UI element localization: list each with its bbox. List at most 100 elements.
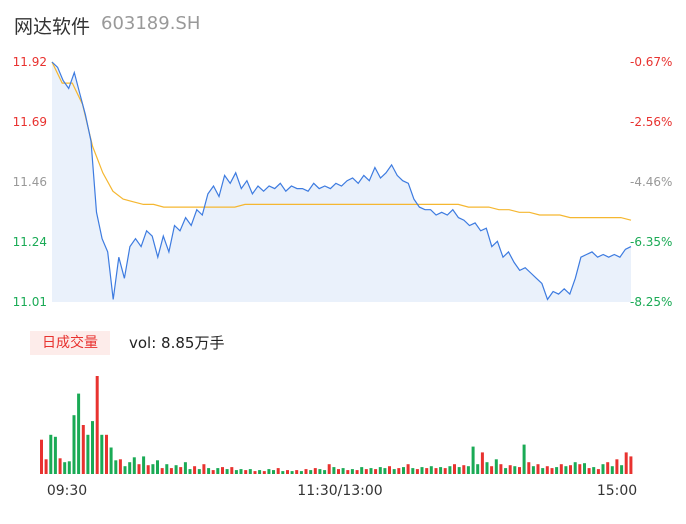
y-tick-left: 11.24 (13, 235, 47, 249)
volume-bar (151, 464, 155, 474)
volume-bar (392, 469, 396, 474)
volume-bar (499, 464, 503, 474)
volume-bar (183, 462, 187, 474)
volume-bar (476, 464, 480, 474)
time-axis-ticks: 09:30 11:30/13:00 15:00 (47, 483, 637, 499)
volume-bar (267, 469, 271, 474)
volume-bar (346, 470, 350, 474)
volume-bar (230, 467, 234, 474)
volume-bar (211, 470, 215, 474)
volume-bar (77, 393, 81, 474)
volume-bar (545, 466, 549, 474)
y-tick-left: 11.92 (13, 55, 47, 69)
volume-bar (466, 466, 470, 474)
volume-bar (63, 462, 67, 474)
left-axis-ticks: 11.92 11.69 11.46 11.24 11.01 (13, 55, 47, 309)
volume-bar (91, 421, 94, 474)
volume-bar (522, 444, 526, 474)
volume-bar (624, 452, 628, 474)
volume-bar (156, 460, 159, 474)
volume-bar (174, 465, 178, 474)
volume-bar (109, 447, 113, 474)
volume-bar (244, 470, 248, 474)
volume-bar (448, 466, 452, 474)
volume-bar (299, 471, 303, 474)
stock-name: 网达软件 (14, 16, 91, 38)
volume-bar (58, 458, 62, 474)
price-area (52, 62, 631, 302)
y-tick-right: -8.25% (630, 295, 672, 309)
volume-bar (411, 468, 415, 474)
volume-bar (527, 462, 531, 474)
volume-bar (383, 468, 387, 474)
volume-bar (378, 467, 382, 474)
volume-bar (327, 464, 331, 474)
volume-bar (207, 468, 211, 474)
volume-bar (578, 464, 582, 474)
volume-bar (350, 469, 354, 474)
volume-bar (272, 470, 275, 474)
volume-bar (462, 465, 466, 474)
volume-bar (81, 425, 85, 474)
y-tick-left: 11.01 (13, 295, 47, 309)
volume-bar (439, 467, 443, 474)
y-tick-left: 11.46 (13, 175, 47, 189)
x-tick: 11:30/13:00 (297, 483, 382, 499)
volume-bar (40, 439, 43, 474)
volume-bar (165, 464, 169, 474)
volume-bar (262, 471, 266, 474)
volume-bar (457, 467, 461, 474)
volume-bar (128, 462, 132, 474)
volume-bar (286, 470, 289, 474)
volume-bar (415, 469, 419, 474)
x-tick: 15:00 (597, 483, 637, 499)
volume-bar (596, 469, 600, 474)
volume-bar (137, 464, 141, 474)
volume-bar (434, 468, 438, 474)
volume-bar (253, 471, 257, 474)
volume-bar (504, 468, 508, 474)
volume-bar (313, 468, 317, 474)
volume-bar (304, 469, 308, 474)
volume-bar (536, 464, 540, 474)
volume-bar (587, 468, 591, 474)
volume-bar (369, 468, 373, 474)
volume-bar (364, 469, 368, 474)
right-axis-ticks: -0.67% -2.56% -4.46% -6.35% -8.25% (630, 55, 672, 309)
volume-bar (559, 464, 563, 474)
volume-bar (443, 468, 447, 474)
volume-bar (425, 468, 429, 474)
volume-bar (95, 376, 99, 474)
volume-value: vol: 8.85万手 (129, 334, 225, 352)
volume-bar (239, 469, 243, 474)
volume-bar (197, 469, 201, 474)
volume-bar (44, 459, 48, 474)
volume-bar (234, 470, 238, 474)
volume-bar (480, 452, 484, 474)
volume-tag: 日成交量 (30, 331, 110, 355)
volume-bar (606, 462, 610, 474)
volume-bar (610, 466, 614, 474)
volume-bar (569, 465, 572, 474)
volume-bar (202, 464, 206, 474)
volume-bar (406, 464, 410, 474)
volume-bar (100, 434, 104, 474)
volume-bar (193, 466, 197, 474)
volume-bars (40, 376, 633, 474)
volume-bar (541, 468, 545, 474)
volume-bar (341, 468, 345, 474)
volume-bar (583, 463, 586, 474)
volume-bar (216, 468, 220, 474)
volume-bar (397, 468, 401, 474)
volume-bar (513, 466, 517, 474)
price-line (51, 61, 632, 301)
volume-bar (629, 456, 633, 474)
volume-bar (53, 436, 57, 474)
volume-bar (573, 462, 577, 474)
volume-bar (160, 468, 164, 474)
volume-bar (221, 467, 224, 474)
volume-bar (323, 470, 327, 474)
y-tick-right: -6.35% (630, 235, 672, 249)
volume-bar (550, 468, 554, 474)
